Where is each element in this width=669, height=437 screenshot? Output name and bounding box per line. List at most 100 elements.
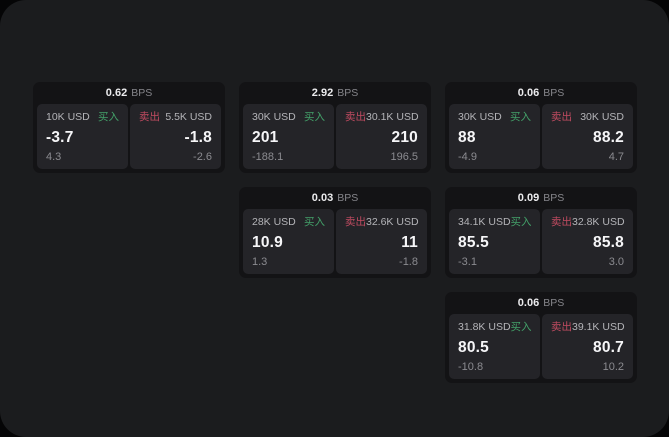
buy-meta-row: 31.8K USD 买入 <box>458 321 532 333</box>
bps-value: 0.09 <box>517 192 540 204</box>
buy-amount: 30K USD <box>252 111 296 123</box>
quote-card: 0.62 BPS 10K USD 买入 -3.7 4.3 卖出 5.5K USD… <box>33 82 225 173</box>
bps-unit-label: BPS <box>131 87 153 99</box>
sell-meta-row: 卖出 30.1K USD <box>345 111 419 123</box>
sell-meta-row: 卖出 30K USD <box>551 111 624 123</box>
buy-quote-change: 1.3 <box>252 256 268 268</box>
buy-quote-change: -3.1 <box>458 256 477 268</box>
buy-side-label: 买入 <box>304 216 325 228</box>
sell-quote-value: 80.7 <box>593 338 624 356</box>
sell-panel[interactable]: 卖出 32.6K USD 11 -1.8 <box>336 209 427 274</box>
sell-quote-change: 4.7 <box>608 151 624 163</box>
buy-quote-value: 88 <box>458 128 476 146</box>
buy-panel[interactable]: 34.1K USD 买入 85.5 -3.1 <box>449 209 540 274</box>
sell-quote-value: 210 <box>391 128 418 146</box>
sell-quote-change: -2.6 <box>193 151 212 163</box>
buy-panel[interactable]: 30K USD 买入 201 -188.1 <box>243 104 334 169</box>
bps-unit-label: BPS <box>337 87 359 99</box>
buy-quote-change: -188.1 <box>252 151 284 163</box>
buy-quote-value: 80.5 <box>458 338 489 356</box>
quote-panels: 28K USD 买入 10.9 1.3 卖出 32.6K USD 11 -1.8 <box>243 209 427 274</box>
buy-panel[interactable]: 10K USD 买入 -3.7 4.3 <box>37 104 128 169</box>
sell-meta-row: 卖出 39.1K USD <box>551 321 625 333</box>
sell-panel[interactable]: 卖出 30.1K USD 210 196.5 <box>336 104 427 169</box>
buy-quote-value: -3.7 <box>46 128 74 146</box>
bps-header: 0.06 BPS <box>449 82 633 104</box>
bps-value: 0.62 <box>105 87 128 99</box>
buy-quote-change: 4.3 <box>46 151 62 163</box>
sell-amount: 30.1K USD <box>366 111 419 123</box>
buy-side-label: 买入 <box>510 111 531 123</box>
bps-header: 0.09 BPS <box>449 187 633 209</box>
buy-quote-value: 201 <box>252 128 279 146</box>
quote-panels: 34.1K USD 买入 85.5 -3.1 卖出 32.8K USD 85.8… <box>449 209 633 274</box>
buy-panel[interactable]: 30K USD 买入 88 -4.9 <box>449 104 540 169</box>
sell-quote-change: 196.5 <box>390 151 418 163</box>
sell-meta-row: 卖出 32.6K USD <box>345 216 419 228</box>
sell-side-label: 卖出 <box>551 216 572 228</box>
sell-amount: 39.1K USD <box>572 321 625 333</box>
bps-header: 0.62 BPS <box>37 82 221 104</box>
buy-side-label: 买入 <box>98 111 119 123</box>
sell-meta-row: 卖出 32.8K USD <box>551 216 625 228</box>
buy-amount: 30K USD <box>458 111 502 123</box>
bps-value: 0.06 <box>517 297 540 309</box>
bps-unit-label: BPS <box>543 87 565 99</box>
bps-unit-label: BPS <box>543 297 565 309</box>
buy-quote-change: -4.9 <box>458 151 477 163</box>
sell-quote-value: 11 <box>401 233 418 251</box>
sell-meta-row: 卖出 5.5K USD <box>139 111 212 123</box>
bps-value: 0.03 <box>311 192 334 204</box>
bps-value: 2.92 <box>311 87 334 99</box>
quote-cards-grid: 0.62 BPS 10K USD 买入 -3.7 4.3 卖出 5.5K USD… <box>33 82 637 383</box>
quote-panels: 30K USD 买入 88 -4.9 卖出 30K USD 88.2 4.7 <box>449 104 633 169</box>
buy-panel[interactable]: 28K USD 买入 10.9 1.3 <box>243 209 334 274</box>
buy-amount: 31.8K USD <box>458 321 511 333</box>
bps-unit-label: BPS <box>543 192 565 204</box>
quote-panels: 31.8K USD 买入 80.5 -10.8 卖出 39.1K USD 80.… <box>449 314 633 379</box>
buy-quote-value: 10.9 <box>252 233 283 251</box>
bps-header: 0.06 BPS <box>449 292 633 314</box>
buy-quote-value: 85.5 <box>458 233 489 251</box>
sell-side-label: 卖出 <box>551 321 572 333</box>
buy-meta-row: 30K USD 买入 <box>252 111 325 123</box>
sell-panel[interactable]: 卖出 30K USD 88.2 4.7 <box>542 104 633 169</box>
buy-amount: 28K USD <box>252 216 296 228</box>
bps-header: 0.03 BPS <box>243 187 427 209</box>
sell-amount: 30K USD <box>580 111 624 123</box>
buy-panel[interactable]: 31.8K USD 买入 80.5 -10.8 <box>449 314 540 379</box>
sell-amount: 32.6K USD <box>366 216 419 228</box>
buy-meta-row: 10K USD 买入 <box>46 111 119 123</box>
quote-card: 0.06 BPS 30K USD 买入 88 -4.9 卖出 30K USD 8… <box>445 82 637 173</box>
sell-quote-change: -1.8 <box>399 256 418 268</box>
buy-side-label: 买入 <box>510 216 532 228</box>
buy-meta-row: 30K USD 买入 <box>458 111 531 123</box>
sell-quote-change: 3.0 <box>608 256 624 268</box>
buy-meta-row: 28K USD 买入 <box>252 216 325 228</box>
quote-card: 0.09 BPS 34.1K USD 买入 85.5 -3.1 卖出 32.8K… <box>445 187 637 278</box>
quote-card: 0.03 BPS 28K USD 买入 10.9 1.3 卖出 32.6K US… <box>239 187 431 278</box>
sell-side-label: 卖出 <box>139 111 160 123</box>
sell-quote-change: 10.2 <box>602 361 624 373</box>
buy-side-label: 买入 <box>304 111 325 123</box>
sell-side-label: 卖出 <box>345 216 366 228</box>
sell-panel[interactable]: 卖出 32.8K USD 85.8 3.0 <box>542 209 633 274</box>
quote-panels: 30K USD 买入 201 -188.1 卖出 30.1K USD 210 1… <box>243 104 427 169</box>
sell-quote-value: -1.8 <box>184 128 212 146</box>
buy-amount: 10K USD <box>46 111 90 123</box>
sell-side-label: 卖出 <box>345 111 366 123</box>
sell-quote-value: 85.8 <box>593 233 624 251</box>
buy-amount: 34.1K USD <box>458 216 511 228</box>
bps-unit-label: BPS <box>337 192 359 204</box>
bps-value: 0.06 <box>517 87 540 99</box>
sell-amount: 32.8K USD <box>572 216 625 228</box>
sell-amount: 5.5K USD <box>165 111 212 123</box>
quote-card: 2.92 BPS 30K USD 买入 201 -188.1 卖出 30.1K … <box>239 82 431 173</box>
sell-panel[interactable]: 卖出 5.5K USD -1.8 -2.6 <box>130 104 221 169</box>
bps-header: 2.92 BPS <box>243 82 427 104</box>
sell-panel[interactable]: 卖出 39.1K USD 80.7 10.2 <box>542 314 633 379</box>
quote-panels: 10K USD 买入 -3.7 4.3 卖出 5.5K USD -1.8 -2.… <box>37 104 221 169</box>
sell-side-label: 卖出 <box>551 111 572 123</box>
buy-quote-change: -10.8 <box>458 361 484 373</box>
